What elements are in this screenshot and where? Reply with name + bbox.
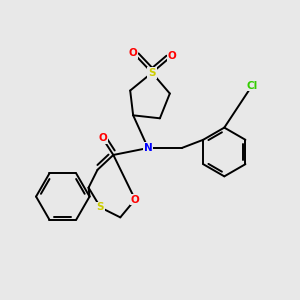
Text: O: O <box>129 48 137 58</box>
Text: O: O <box>131 194 140 205</box>
Text: S: S <box>148 68 156 78</box>
Text: Cl: Cl <box>246 81 258 91</box>
Text: O: O <box>98 133 107 143</box>
Text: N: N <box>144 143 152 153</box>
Text: S: S <box>97 202 104 212</box>
Text: O: O <box>167 51 176 61</box>
